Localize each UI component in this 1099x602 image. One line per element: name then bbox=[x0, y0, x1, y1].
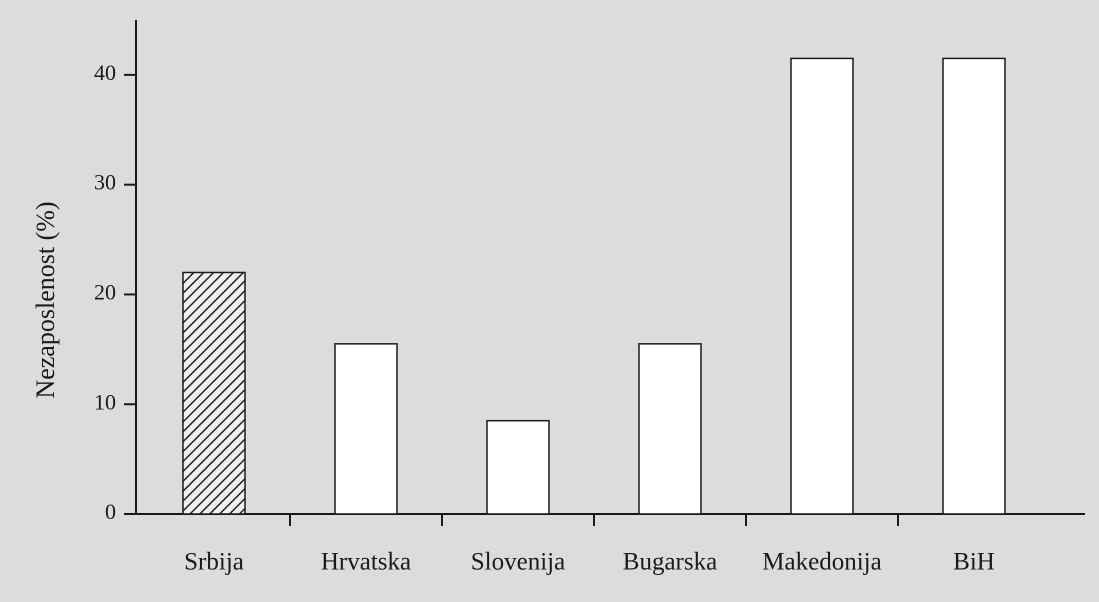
y-axis-label: Nezaposlenost (%) bbox=[31, 201, 60, 398]
bar bbox=[942, 57, 1006, 515]
x-tick-label: BiH bbox=[953, 549, 995, 576]
bar bbox=[638, 343, 702, 515]
bar bbox=[486, 419, 550, 515]
y-tick-label: 0 bbox=[105, 499, 116, 524]
x-tick-label: Bugarska bbox=[623, 549, 717, 576]
x-tick-label: Hrvatska bbox=[321, 549, 411, 576]
bar bbox=[334, 343, 398, 515]
bar bbox=[182, 271, 246, 515]
x-tick-label: Makedonija bbox=[762, 549, 881, 576]
bar bbox=[790, 57, 854, 515]
y-tick-label: 30 bbox=[94, 170, 116, 195]
x-tick-label: Slovenija bbox=[471, 549, 565, 576]
x-tick-label: Srbija bbox=[184, 549, 244, 576]
y-tick-label: 20 bbox=[94, 279, 116, 304]
y-tick-label: 10 bbox=[94, 389, 116, 414]
y-tick-label: 40 bbox=[94, 60, 116, 85]
